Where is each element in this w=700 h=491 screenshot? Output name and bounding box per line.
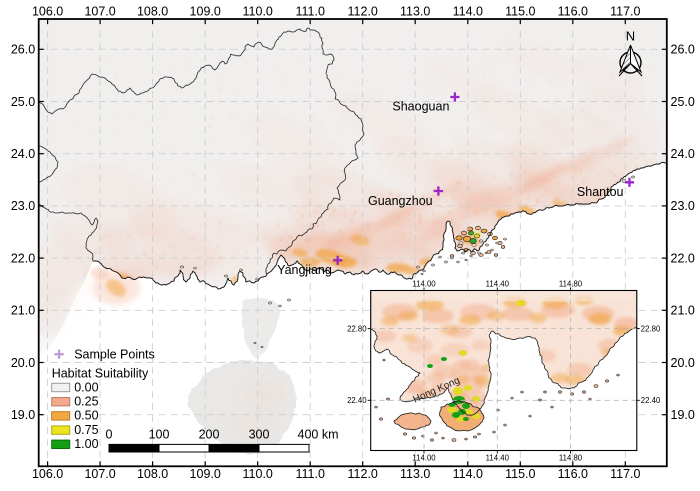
svg-text:25.0: 25.0: [671, 95, 695, 109]
svg-text:22.0: 22.0: [11, 251, 35, 265]
svg-text:117.0: 117.0: [610, 467, 640, 481]
svg-text:114.00: 114.00: [412, 454, 436, 463]
svg-text:19.0: 19.0: [671, 408, 695, 422]
svg-text:Guangzhou: Guangzhou: [368, 194, 433, 208]
svg-text:23.0: 23.0: [11, 199, 35, 213]
svg-text:0: 0: [106, 427, 113, 441]
svg-text:Habitat Suitability: Habitat Suitability: [52, 367, 149, 381]
svg-text:111.0: 111.0: [295, 5, 324, 19]
svg-text:113.0: 113.0: [400, 467, 430, 481]
svg-text:Sample Points: Sample Points: [74, 347, 155, 361]
svg-text:111.0: 111.0: [295, 467, 324, 481]
svg-text:107.0: 107.0: [84, 5, 115, 19]
svg-text:Shaoguan: Shaoguan: [392, 100, 449, 114]
svg-text:22.40: 22.40: [641, 396, 661, 405]
svg-text:115.0: 115.0: [505, 467, 535, 481]
svg-text:110.0: 110.0: [243, 5, 273, 19]
svg-text:107.0: 107.0: [84, 467, 115, 481]
svg-text:114.00: 114.00: [412, 280, 436, 289]
svg-text:21.0: 21.0: [671, 304, 695, 318]
svg-text:114.80: 114.80: [559, 454, 583, 463]
svg-text:400 km: 400 km: [298, 427, 339, 441]
svg-text:22.0: 22.0: [671, 251, 695, 265]
svg-text:20.0: 20.0: [11, 356, 35, 370]
svg-text:114.0: 114.0: [453, 467, 483, 481]
svg-text:109.0: 109.0: [190, 467, 221, 481]
svg-text:N: N: [626, 29, 635, 44]
svg-text:113.0: 113.0: [400, 5, 430, 19]
svg-text:25.0: 25.0: [11, 95, 35, 109]
svg-text:117.0: 117.0: [610, 5, 640, 19]
svg-text:114.40: 114.40: [486, 280, 510, 289]
svg-text:19.0: 19.0: [11, 408, 35, 422]
svg-text:22.40: 22.40: [347, 396, 367, 405]
svg-text:21.0: 21.0: [11, 304, 35, 318]
svg-text:1.00: 1.00: [74, 437, 98, 451]
svg-text:Yangjiang: Yangjiang: [277, 263, 332, 277]
svg-text:0.00: 0.00: [74, 380, 98, 394]
svg-text:23.0: 23.0: [671, 199, 695, 213]
svg-text:108.0: 108.0: [137, 5, 168, 19]
svg-text:109.0: 109.0: [190, 5, 221, 19]
svg-text:100: 100: [149, 427, 170, 441]
svg-text:200: 200: [199, 427, 220, 441]
svg-text:114.40: 114.40: [486, 454, 510, 463]
svg-text:0.25: 0.25: [74, 395, 98, 409]
svg-text:0.75: 0.75: [74, 423, 98, 437]
svg-text:116.0: 116.0: [558, 467, 588, 481]
svg-text:106.0: 106.0: [32, 5, 63, 19]
svg-text:26.0: 26.0: [671, 43, 695, 57]
svg-text:115.0: 115.0: [505, 5, 535, 19]
svg-text:110.0: 110.0: [243, 467, 273, 481]
svg-text:24.0: 24.0: [671, 147, 695, 161]
svg-text:114.80: 114.80: [559, 280, 583, 289]
svg-text:24.0: 24.0: [11, 147, 35, 161]
svg-text:22.80: 22.80: [641, 324, 661, 333]
svg-text:116.0: 116.0: [558, 5, 588, 19]
svg-text:112.0: 112.0: [348, 5, 378, 19]
svg-text:0.50: 0.50: [74, 409, 98, 423]
svg-text:300: 300: [249, 427, 270, 441]
svg-text:112.0: 112.0: [348, 467, 378, 481]
svg-text:20.0: 20.0: [671, 356, 695, 370]
svg-text:108.0: 108.0: [137, 467, 168, 481]
svg-text:26.0: 26.0: [11, 43, 35, 57]
svg-text:Shantou: Shantou: [577, 185, 624, 199]
svg-text:22.80: 22.80: [347, 324, 367, 333]
svg-text:114.0: 114.0: [453, 5, 483, 19]
svg-text:106.0: 106.0: [32, 467, 63, 481]
